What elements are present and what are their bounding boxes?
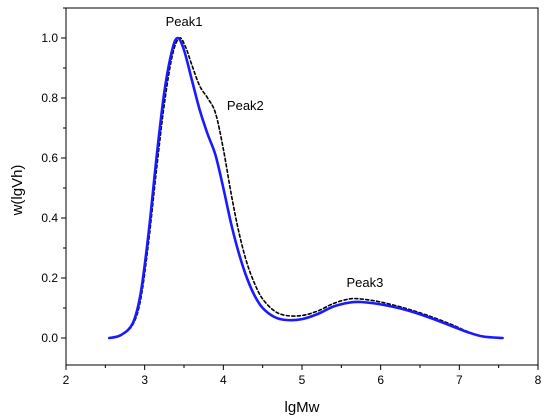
x-tick-label: 5	[299, 373, 306, 387]
series-layer	[107, 36, 504, 340]
x-tick-label: 6	[377, 373, 384, 387]
x-tick-label: 8	[535, 373, 542, 387]
peak-label: Peak1	[166, 14, 203, 29]
x-tick-label: 2	[63, 373, 70, 387]
x-tick-label: 4	[220, 373, 227, 387]
y-tick-label: 0.8	[41, 91, 58, 105]
y-tick-label: 0.2	[41, 271, 58, 285]
y-tick-label: 0.0	[41, 331, 58, 345]
y-tick-label: 1.0	[41, 31, 58, 45]
x-axis-ticks: 2 3 4 5 6 7 8	[63, 365, 542, 387]
y-tick-label: 0.4	[41, 211, 58, 225]
x-tick-label: 7	[456, 373, 463, 387]
x-axis-title: lgMw	[284, 399, 319, 416]
y-axis-title: w(lgVh)	[9, 165, 26, 217]
peak-label: Peak2	[227, 98, 264, 113]
y-tick-label: 0.6	[41, 151, 58, 165]
annotation-layer: Peak1 Peak2 Peak3	[166, 14, 384, 290]
series-line-solid	[107, 36, 504, 340]
y-axis-ticks: 0.0 0.2 0.4 0.6 0.8 1.0	[41, 7, 66, 345]
series-line-dashed	[108, 36, 504, 339]
peak-label: Peak3	[346, 275, 383, 290]
x-tick-label: 3	[141, 373, 148, 387]
